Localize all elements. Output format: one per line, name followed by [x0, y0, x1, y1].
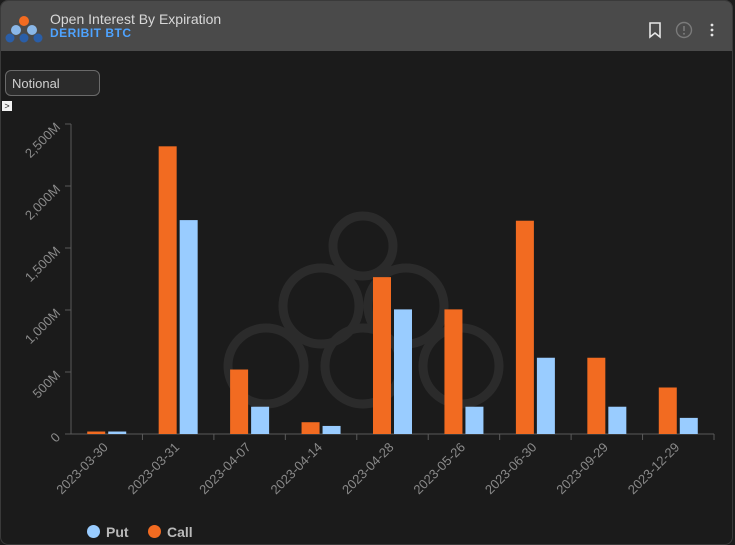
info-icon[interactable]	[675, 21, 693, 39]
legend-call-swatch	[148, 525, 161, 539]
x-tick-label: 2023-04-07	[196, 440, 254, 498]
x-axis-labels: 2023-03-30 2023-03-31 2023-04-07 2023-04-14…	[53, 440, 682, 498]
y-tick-label: 0	[47, 430, 63, 446]
bar-call	[444, 309, 463, 434]
bar-put	[322, 425, 341, 434]
x-tick-label: 2023-04-28	[339, 440, 397, 498]
deribit-logo	[5, 16, 43, 43]
bookmark-icon[interactable]	[647, 21, 663, 39]
bar-call	[373, 277, 391, 434]
bar-put	[251, 406, 270, 434]
legend-call-label: Call	[167, 524, 193, 540]
chart-axes	[65, 123, 715, 440]
expand-toggle-icon[interactable]: >	[2, 101, 12, 111]
bar-call	[301, 422, 320, 434]
chart-bars	[87, 146, 698, 434]
y-tick-label: 1,000M	[22, 306, 63, 347]
x-tick-label: 2023-06-30	[482, 440, 540, 498]
legend-put-swatch	[87, 525, 100, 539]
more-vertical-icon[interactable]	[707, 21, 717, 39]
legend-item-put[interactable]: Put	[87, 524, 129, 542]
y-tick-label: 2,500M	[22, 120, 63, 161]
bar-put	[465, 406, 484, 434]
y-tick-label: 500M	[30, 368, 64, 402]
x-tick-label: 2023-03-30	[53, 440, 111, 498]
x-tick-label: 2023-12-29	[625, 440, 683, 498]
bar-call	[658, 387, 677, 434]
page-title: Open Interest By Expiration	[50, 11, 222, 27]
bar-call	[87, 431, 106, 434]
x-tick-label: 2023-03-31	[125, 440, 183, 498]
y-tick-label: 2,000M	[22, 182, 63, 223]
panel-header: Open Interest By Expiration DERIBIT BTC	[1, 1, 732, 51]
bar-put	[536, 357, 555, 434]
exchange-subtitle: DERIBIT BTC	[50, 26, 132, 40]
y-tick-label: 1,500M	[22, 244, 63, 285]
legend-item-call[interactable]: Call	[148, 524, 193, 542]
bar-put	[179, 220, 198, 434]
bar-call	[158, 146, 177, 434]
bar-put	[608, 406, 627, 434]
y-axis-labels: 0 500M 1,000M 1,500M 2,000M 2,500M	[22, 120, 63, 446]
bar-put	[394, 309, 412, 434]
legend-put-label: Put	[106, 524, 129, 540]
metric-select[interactable]: Notional	[5, 70, 100, 96]
x-tick-label: 2023-09-29	[553, 440, 611, 498]
bar-put	[108, 431, 127, 434]
bar-call	[230, 369, 249, 434]
x-tick-label: 2023-05-26	[410, 440, 468, 498]
bar-call	[515, 220, 534, 434]
x-tick-label: 2023-04-14	[268, 440, 326, 498]
bar-put	[679, 417, 698, 434]
bar-call	[587, 357, 606, 434]
